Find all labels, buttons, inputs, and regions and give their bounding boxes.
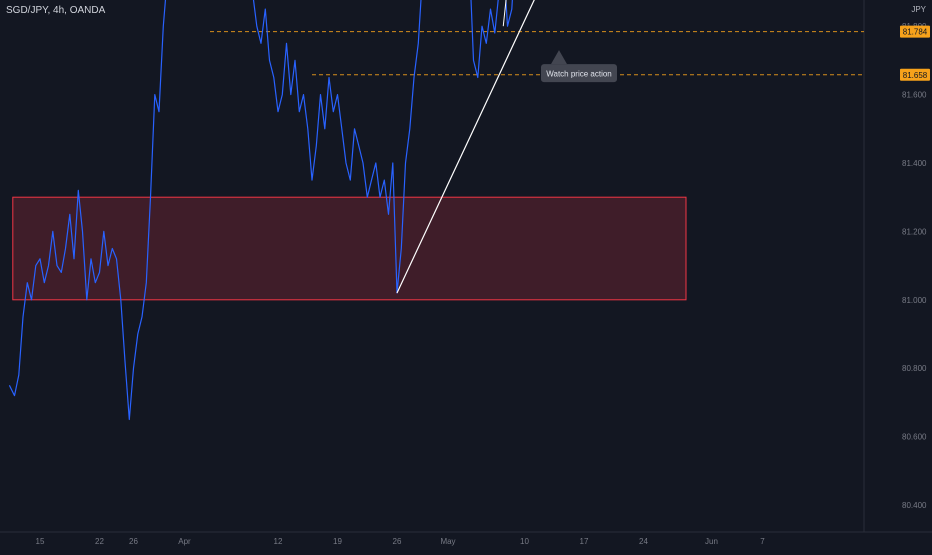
callout-text: Watch price action	[546, 70, 612, 79]
level-price-label-bg	[900, 25, 930, 38]
time-tick-label: 22	[95, 537, 104, 546]
time-tick-label: 12	[274, 537, 283, 546]
time-tick-label: Apr	[178, 537, 191, 546]
currency-label: JPY	[911, 5, 926, 14]
supply-demand-zone[interactable]	[12, 196, 687, 301]
price-tick-label: 81.000	[902, 296, 927, 305]
trendline[interactable]	[396, 0, 618, 294]
level-price-label: 81.784	[903, 28, 928, 37]
price-tick-label: 81.600	[902, 91, 927, 100]
level-price-label-bg	[900, 68, 930, 81]
callout-pointer	[551, 50, 567, 65]
price-tick-label: 81.200	[902, 227, 927, 236]
price-tick-label: 81.400	[902, 159, 927, 168]
time-tick-label: 17	[580, 537, 589, 546]
price-tick-label: 80.800	[902, 364, 927, 373]
time-tick-label: 19	[333, 537, 342, 546]
symbol-title[interactable]: SGD/JPY, 4h, OANDA	[6, 5, 106, 16]
time-tick-label: 15	[36, 537, 45, 546]
time-tick-label: 24	[639, 537, 648, 546]
time-tick-label: Jun	[705, 537, 718, 546]
price-tick-label: 80.400	[902, 501, 927, 510]
time-tick-label: May	[440, 537, 455, 546]
price-tick-label: 80.600	[902, 433, 927, 442]
level-price-label: 81.658	[903, 71, 928, 80]
time-tick-label: 26	[129, 537, 138, 546]
time-tick-label: 7	[760, 537, 765, 546]
callout-box[interactable]	[541, 64, 617, 83]
time-tick-label: 10	[520, 537, 529, 546]
time-tick-label: 26	[393, 537, 402, 546]
price-series-line[interactable]	[8, 0, 550, 421]
